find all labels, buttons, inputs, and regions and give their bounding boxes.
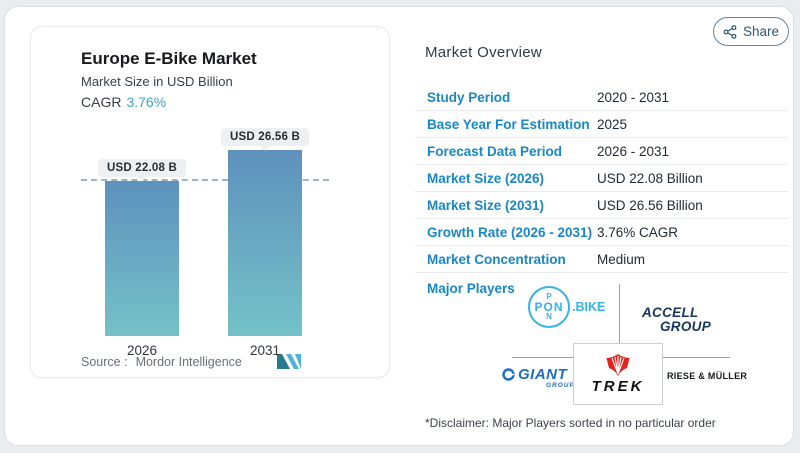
row-label: Base Year For Estimation <box>427 116 590 132</box>
pon-letter-bottom: N <box>546 312 552 321</box>
major-players-diagram: P PON N .BIKE ACCELL GROUP TREK <box>420 283 790 409</box>
bar-group-2026: USD 22.08 B 2026 <box>98 86 186 368</box>
share-nodes-icon <box>723 24 737 39</box>
chart-cagr: CAGR 3.76% <box>81 94 166 110</box>
disclaimer-text: *Disclaimer: Major Players sorted in no … <box>425 416 716 430</box>
row-label: Market Size (2026) <box>427 170 545 186</box>
bar-2026[interactable] <box>105 181 179 336</box>
accell-line2: GROUP <box>660 319 712 334</box>
accell-line1: ACCELL <box>642 305 699 320</box>
row-value: 2025 <box>597 116 628 132</box>
row-label: Market Size (2031) <box>427 197 545 213</box>
share-button-label: Share <box>742 24 780 39</box>
table-row: Forecast Data Period 2026 - 2031 <box>415 138 788 165</box>
row-value: 2020 - 2031 <box>597 89 670 105</box>
chart-subtitle: Market Size in USD Billion <box>81 74 233 89</box>
trek-wordmark: TREK <box>591 377 645 395</box>
pon-letter-mid: PON <box>534 300 564 314</box>
share-button[interactable]: Share <box>713 17 789 46</box>
source-attribution: Source : Mordor Intelligence <box>81 355 242 369</box>
bar-chart-plot: USD 22.08 B 2026 USD 26.56 B 2031 <box>81 126 331 358</box>
row-label: Forecast Data Period <box>427 143 563 159</box>
giant-sub-wordmark: GROUP <box>546 382 575 389</box>
pon-circle-icon: P PON N <box>528 286 570 328</box>
major-players-label: Major Players <box>427 281 515 296</box>
row-label: Market Concentration <box>427 251 566 267</box>
mordor-intelligence-logo-icon <box>277 354 301 369</box>
row-value: 3.76% CAGR <box>597 224 679 240</box>
table-row: Market Size (2031) USD 26.56 Billion <box>415 192 788 219</box>
source-value: Mordor Intelligence <box>135 355 242 369</box>
bar-group-2031: USD 26.56 B 2031 <box>221 86 309 368</box>
x-axis-label: 2031 <box>249 343 281 358</box>
bar-value-tooltip: USD 26.56 B <box>221 128 309 146</box>
trek-shield-icon <box>606 353 630 376</box>
source-label: Source : <box>81 355 128 369</box>
pon-letter-top: P <box>546 292 552 301</box>
table-row: Study Period 2020 - 2031 <box>415 84 788 111</box>
row-value: USD 26.56 Billion <box>597 197 703 213</box>
overview-heading: Market Overview <box>425 44 543 61</box>
row-value: 2026 - 2031 <box>597 143 670 159</box>
riese-muller-logo: RIESE & MÜLLER <box>667 371 748 381</box>
table-row: Growth Rate (2026 - 2031) 3.76% CAGR <box>415 219 788 246</box>
chart-title: Europe E-Bike Market <box>81 49 257 68</box>
table-row: Base Year For Estimation 2025 <box>415 111 788 138</box>
market-size-chart-card: Europe E-Bike Market Market Size in USD … <box>30 26 390 378</box>
giant-wordmark: GIANT <box>518 366 568 383</box>
overview-table: Study Period 2020 - 2031 Base Year For E… <box>415 84 788 273</box>
giant-group-logo: GIANT GROUP <box>502 366 575 389</box>
row-label: Study Period <box>427 89 511 105</box>
x-axis-label: 2026 <box>126 343 158 358</box>
table-row: Market Concentration Medium <box>415 246 788 273</box>
pon-bike-logo: P PON N .BIKE <box>528 286 605 328</box>
bar-2031[interactable] <box>228 150 302 336</box>
trek-logo: TREK <box>573 343 663 405</box>
bar-value-tooltip: USD 22.08 B <box>98 159 186 177</box>
reference-dashed-line <box>81 179 329 181</box>
accell-group-logo: ACCELL GROUP <box>642 305 712 334</box>
row-value: Medium <box>597 251 646 267</box>
row-label: Growth Rate (2026 - 2031) <box>427 224 593 240</box>
table-row: Market Size (2026) USD 22.08 Billion <box>415 165 788 192</box>
cagr-value: 3.76% <box>126 94 167 110</box>
divider-vertical <box>619 284 620 343</box>
row-value: USD 22.08 Billion <box>597 170 703 186</box>
pon-suffix: .BIKE <box>572 300 606 314</box>
giant-globe-icon <box>502 368 515 381</box>
cagr-label: CAGR <box>81 94 122 110</box>
